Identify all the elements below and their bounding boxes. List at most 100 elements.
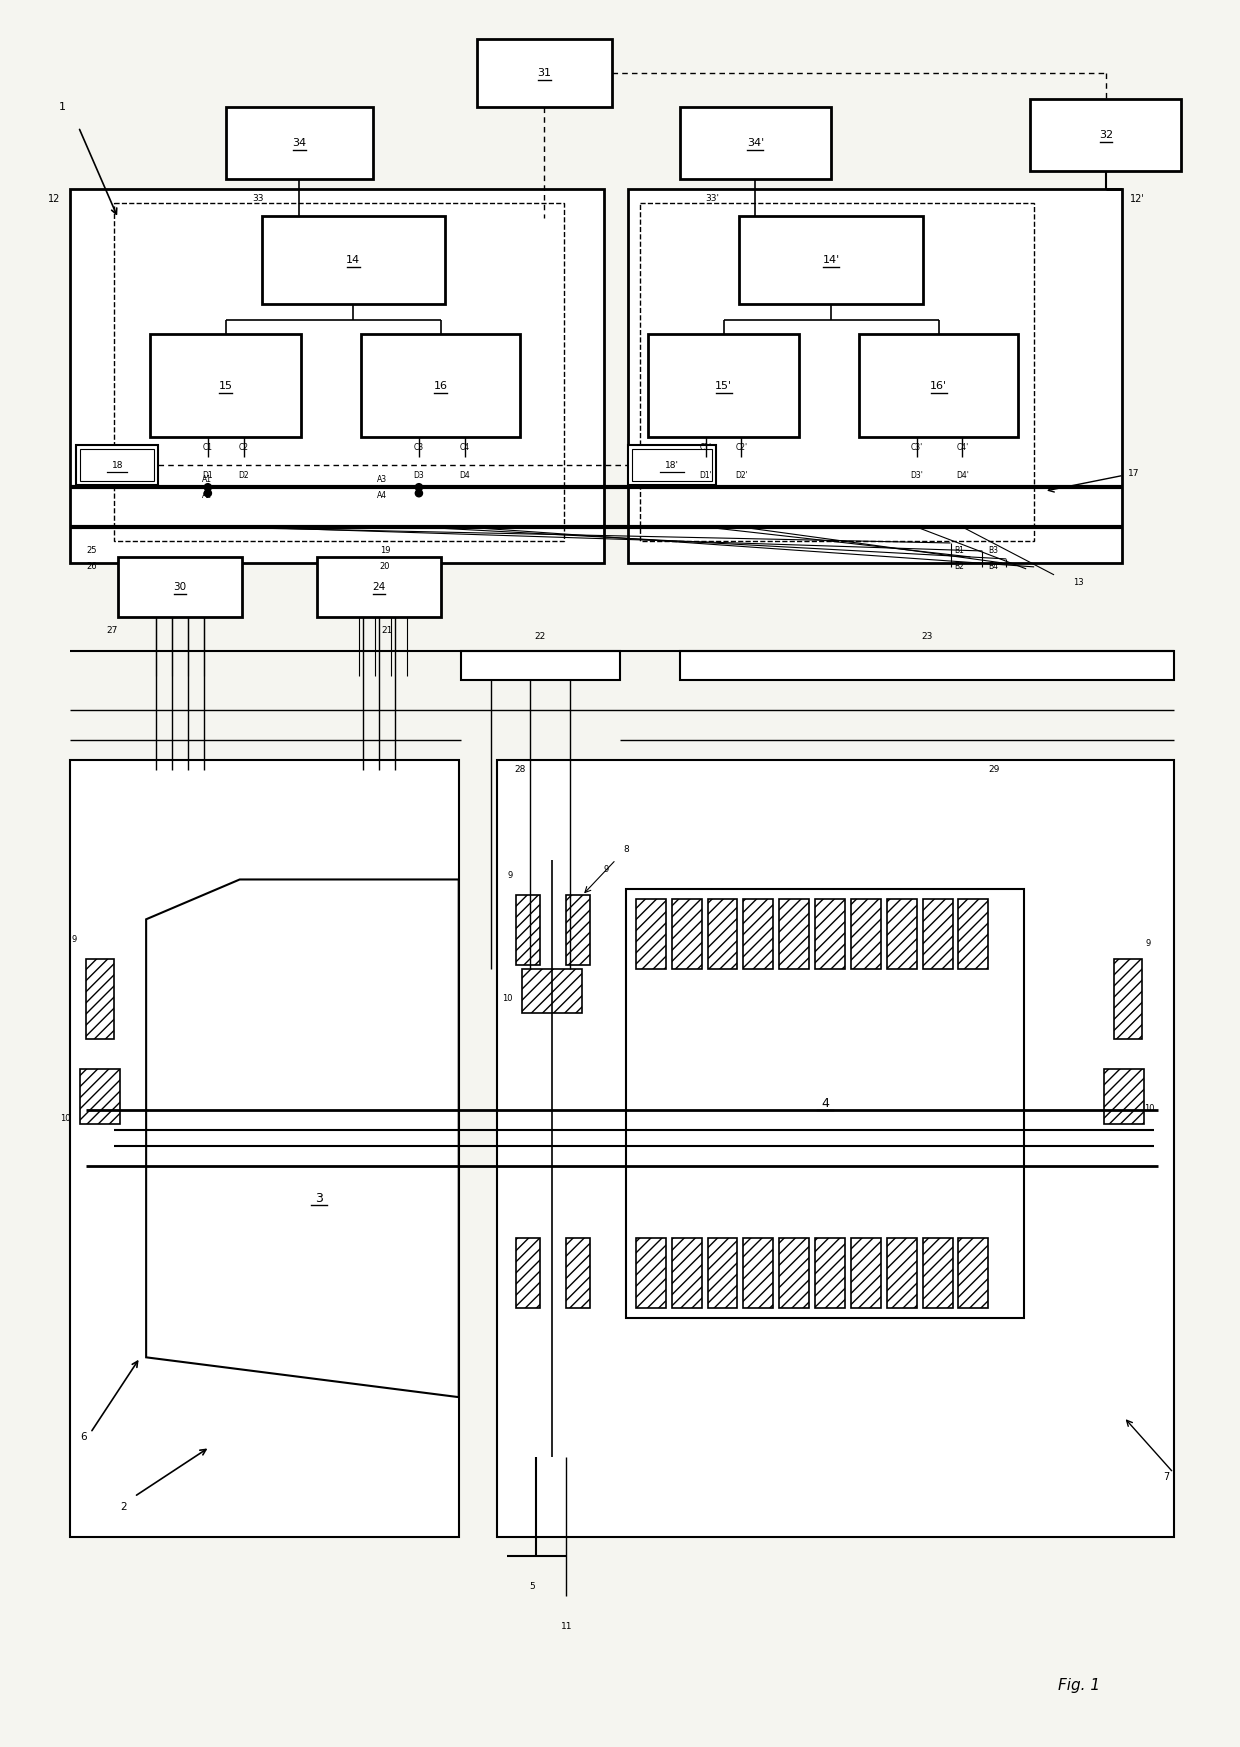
Bar — [461, 650, 620, 680]
Text: 33': 33' — [706, 194, 719, 203]
Text: C3': C3' — [910, 444, 923, 452]
Bar — [567, 896, 590, 964]
Circle shape — [205, 489, 212, 496]
Bar — [779, 1239, 810, 1307]
Bar — [851, 900, 880, 970]
Text: 21: 21 — [381, 625, 392, 636]
Bar — [959, 1239, 988, 1307]
Bar — [959, 1239, 988, 1307]
Text: 34': 34' — [746, 138, 764, 148]
Text: C2': C2' — [735, 444, 748, 452]
Bar — [640, 203, 1034, 542]
Text: C4: C4 — [460, 444, 470, 452]
Bar — [81, 1069, 120, 1125]
Text: D1: D1 — [202, 470, 213, 480]
Bar — [647, 334, 800, 437]
Bar — [1030, 100, 1182, 171]
Bar — [71, 760, 459, 1537]
Bar — [114, 203, 564, 542]
Bar — [851, 1239, 880, 1307]
Text: 14': 14' — [822, 255, 839, 266]
Text: 13: 13 — [1073, 578, 1084, 587]
Bar — [77, 445, 157, 486]
Bar — [744, 1239, 774, 1307]
Text: 18': 18' — [665, 461, 678, 470]
Bar — [517, 896, 541, 964]
Bar — [522, 970, 582, 1013]
Bar — [923, 1239, 952, 1307]
Text: 27: 27 — [107, 625, 118, 636]
Text: 2: 2 — [120, 1502, 126, 1511]
Bar — [744, 900, 774, 970]
Text: A1: A1 — [202, 475, 212, 484]
Bar — [779, 900, 810, 970]
Text: B2: B2 — [955, 563, 965, 571]
Bar — [672, 1239, 702, 1307]
Bar — [81, 1069, 120, 1125]
Text: A2: A2 — [202, 491, 212, 500]
Text: B3: B3 — [988, 547, 998, 556]
Bar — [739, 217, 923, 304]
Bar — [887, 900, 916, 970]
Circle shape — [415, 484, 423, 491]
Bar — [815, 900, 844, 970]
Bar — [959, 900, 988, 970]
Bar — [672, 900, 702, 970]
Bar — [517, 1239, 541, 1307]
Text: Fig. 1: Fig. 1 — [1058, 1679, 1100, 1693]
Bar — [708, 900, 738, 970]
Text: 28: 28 — [515, 765, 526, 774]
Bar — [859, 334, 1018, 437]
Bar — [226, 107, 373, 178]
Text: D3: D3 — [413, 470, 424, 480]
Bar — [680, 650, 1173, 680]
Text: 12': 12' — [1130, 194, 1145, 204]
Bar — [744, 1239, 774, 1307]
Bar — [636, 1239, 666, 1307]
Bar — [923, 900, 952, 970]
Text: 30: 30 — [174, 582, 186, 592]
Text: D3': D3' — [910, 470, 923, 480]
Bar — [636, 900, 666, 970]
Bar — [923, 900, 952, 970]
Bar — [708, 1239, 738, 1307]
Text: 11: 11 — [560, 1621, 572, 1630]
Bar — [118, 557, 242, 617]
Bar — [959, 900, 988, 970]
Text: A3: A3 — [377, 475, 387, 484]
Bar — [567, 1239, 590, 1307]
Bar — [71, 189, 604, 563]
Text: 24: 24 — [372, 582, 386, 592]
Bar — [627, 189, 1122, 563]
Bar — [815, 1239, 844, 1307]
Text: 3: 3 — [315, 1191, 324, 1204]
Bar — [517, 896, 541, 964]
Bar — [262, 217, 445, 304]
Bar — [1104, 1069, 1143, 1125]
Text: 16: 16 — [434, 381, 448, 391]
Text: 33: 33 — [252, 194, 264, 203]
Text: 16': 16' — [930, 381, 947, 391]
Text: 4: 4 — [821, 1097, 830, 1109]
Text: 14: 14 — [346, 255, 361, 266]
Bar — [672, 1239, 702, 1307]
Text: 26: 26 — [87, 563, 97, 571]
Bar — [317, 557, 440, 617]
Text: D1': D1' — [699, 470, 712, 480]
Text: 23: 23 — [921, 632, 932, 641]
Text: 29: 29 — [988, 765, 999, 774]
Bar — [87, 959, 114, 1039]
Bar — [851, 900, 880, 970]
Text: 17: 17 — [1127, 468, 1140, 477]
Bar — [708, 900, 738, 970]
Bar — [1104, 1069, 1143, 1125]
Text: 5: 5 — [529, 1581, 536, 1592]
Bar — [779, 900, 810, 970]
Text: C3: C3 — [414, 444, 424, 452]
Bar — [1114, 959, 1142, 1039]
Bar — [815, 900, 844, 970]
Text: 12: 12 — [48, 194, 61, 204]
Text: C1': C1' — [699, 444, 712, 452]
Bar — [150, 334, 301, 437]
Bar — [851, 1239, 880, 1307]
